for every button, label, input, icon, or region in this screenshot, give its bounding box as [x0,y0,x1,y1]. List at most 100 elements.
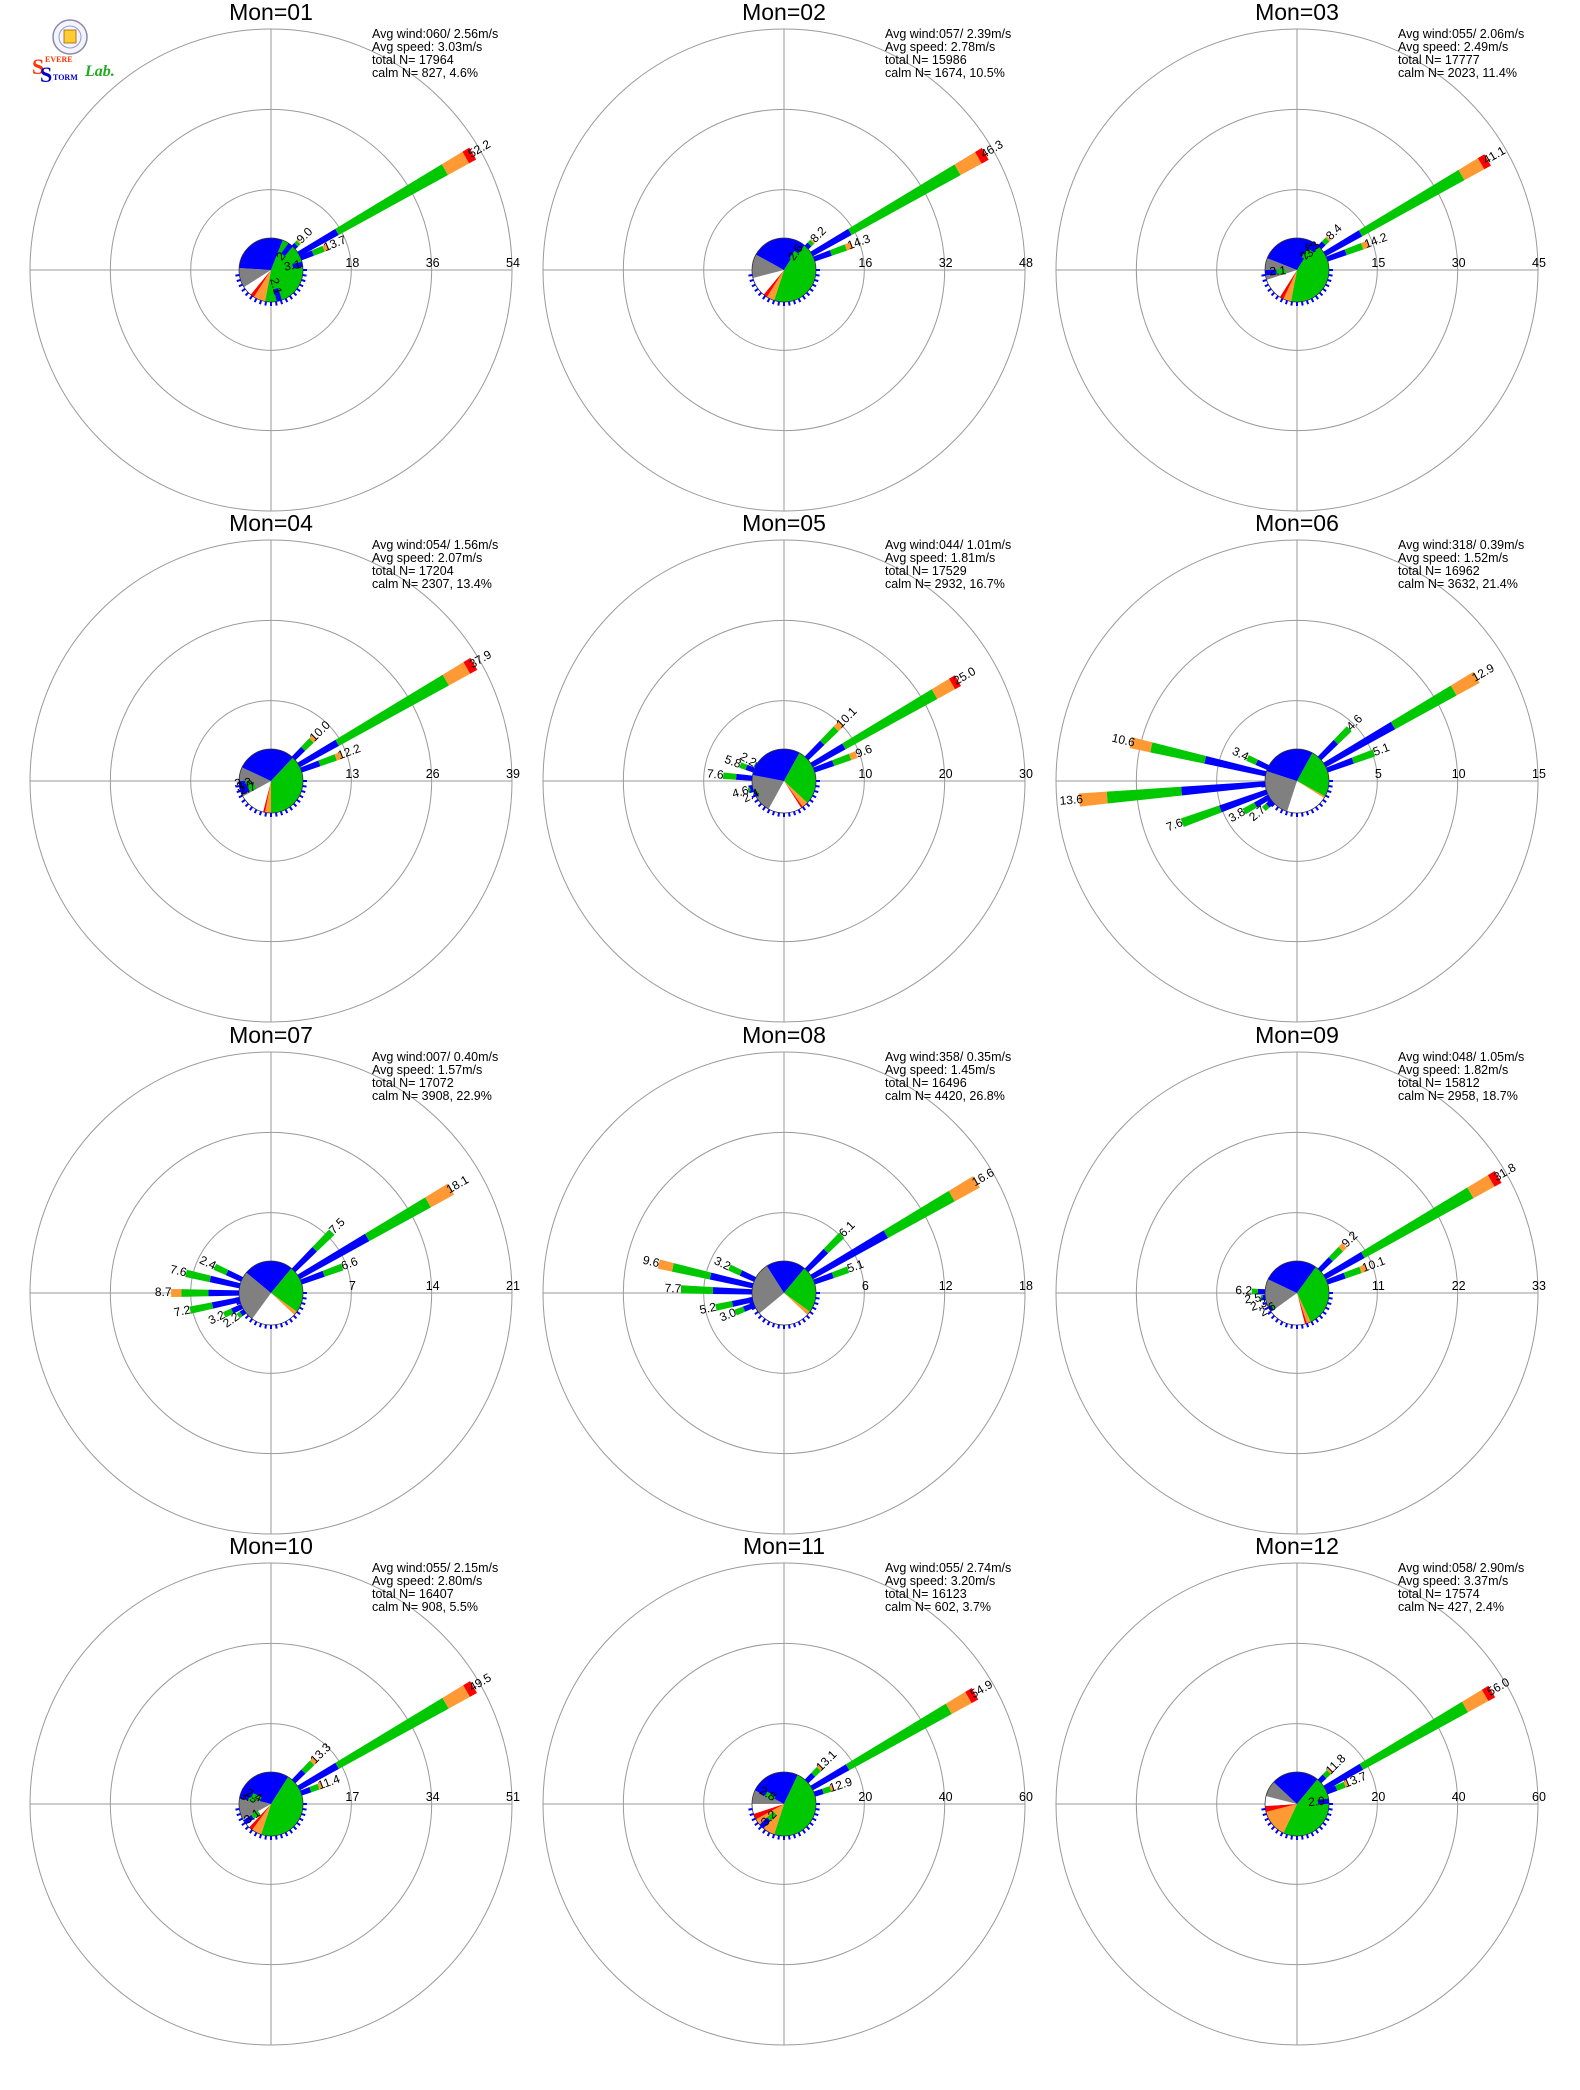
minor-petal [284,809,289,814]
petal-segment-mid [274,253,285,265]
minor-petal [289,1829,293,1834]
minor-petal [1290,301,1293,306]
petal-segment-mid [1321,237,1330,246]
pie-slice-high [1297,1293,1311,1324]
minor-petal [751,283,756,288]
minor-petal [301,278,306,283]
petal-segment-low [1323,230,1363,257]
minor-petal [771,300,776,305]
minor-petal [275,1835,278,1840]
petal-segment-mid [335,674,449,746]
petal-segment-high [1458,158,1485,181]
petal-segment-low [735,773,753,781]
minor-petal [1264,794,1269,799]
petal-value-label: 3.2 [712,1254,733,1274]
petal-segment-mid [722,772,737,780]
petal-segment-high [1467,1175,1495,1199]
petal-segment-mid [1359,1701,1469,1770]
pie-slice-top [784,781,803,809]
minor-petal [1261,1297,1266,1300]
minor-petal [238,794,243,799]
panel-title: Mon=05 [742,510,826,536]
minor-petal [802,1318,806,1323]
petal-value-label: 2.1 [1269,263,1287,278]
pie-slice-top [1265,1804,1297,1812]
minor-petal [1322,288,1327,292]
petal-segment-top [1487,1170,1502,1187]
minor-petal [805,1825,811,1831]
minor-petal [1301,1835,1304,1840]
petal-value-label: 56.0 [1485,1675,1513,1699]
minor-petal [792,811,797,816]
minor-petal [757,291,763,297]
tick-label: 30 [1019,767,1033,781]
minor-petal [814,1301,819,1306]
petal-segment-low [1264,269,1277,276]
minor-petal [788,301,791,306]
minor-petal [1290,1324,1293,1329]
minor-petal [1318,802,1324,808]
minor-petal [264,301,267,306]
minor-petal [754,288,759,292]
panel-info-line: total N= 15986 [885,53,967,67]
minor-petal [284,1832,289,1837]
petal-segment-high [657,1259,674,1272]
petal-segment-low [297,1233,370,1280]
petal-segment-low [1325,1785,1338,1795]
minor-petal [253,298,258,303]
petal-segment-low [794,242,805,254]
petal-segment-low [297,228,339,257]
panel-info-line: Avg wind:057/ 2.39m/s [885,27,1011,41]
minor-petal [244,1825,250,1831]
petal-segment-mid [222,1308,234,1318]
petal-segment-mid [883,1190,955,1239]
minor-petal [1322,1311,1327,1315]
minor-petal [777,1835,780,1840]
minor-petal [805,1314,811,1320]
petal-value-label: 3.0 [717,1305,738,1324]
petal-segment-mid [1328,1246,1344,1262]
petal-segment-mid [251,1810,261,1819]
petal-segment-low [1317,739,1339,761]
petal-segment-low [804,740,825,761]
panel-title: Mon=09 [1255,1022,1339,1048]
minor-petal [777,812,780,817]
minor-petal [802,295,806,300]
tick-label: 5 [1375,767,1382,781]
pie-slice-mid [271,757,303,781]
minor-petal [244,802,250,808]
minor-petal [1279,809,1284,814]
petal-segment-low [297,739,340,768]
minor-petal [1284,1834,1289,1839]
petal-value-label: 3.2 [206,1307,227,1327]
minor-petal [241,1311,246,1315]
petal-segment-mid [309,1783,320,1793]
minor-petal [749,1301,754,1306]
tick-label: 7 [349,1279,356,1293]
petal-value-label: 52.2 [466,137,494,161]
panel-info-line: Avg speed: 2.07m/s [372,551,482,565]
minor-petal [1310,809,1315,814]
minor-petal [1270,1825,1276,1831]
panel-info-line: Avg wind:318/ 0.39m/s [1398,538,1524,552]
minor-petal [235,785,240,788]
petal-segment-high [816,1764,824,1772]
petal-segment-mid [294,240,301,247]
minor-petal [771,1323,776,1328]
pie-slice-light [238,1796,271,1820]
petal-segment-high [442,662,471,686]
tick-label: 12 [939,1279,953,1293]
panel-info-line: calm N= 1674, 10.5% [885,66,1005,80]
minor-petal [814,789,819,794]
minor-petal [235,1808,240,1811]
petal-segment-low [1255,759,1270,770]
petal-segment-mid [1361,1187,1474,1259]
tick-label: 13 [345,767,359,781]
panel-info-line: Avg wind:054/ 1.56m/s [372,538,498,552]
petal-segment-low [240,1788,254,1798]
pie-slice-mid [1297,1779,1329,1804]
pie-slice-low [246,1261,292,1293]
minor-petal [1275,1829,1279,1834]
